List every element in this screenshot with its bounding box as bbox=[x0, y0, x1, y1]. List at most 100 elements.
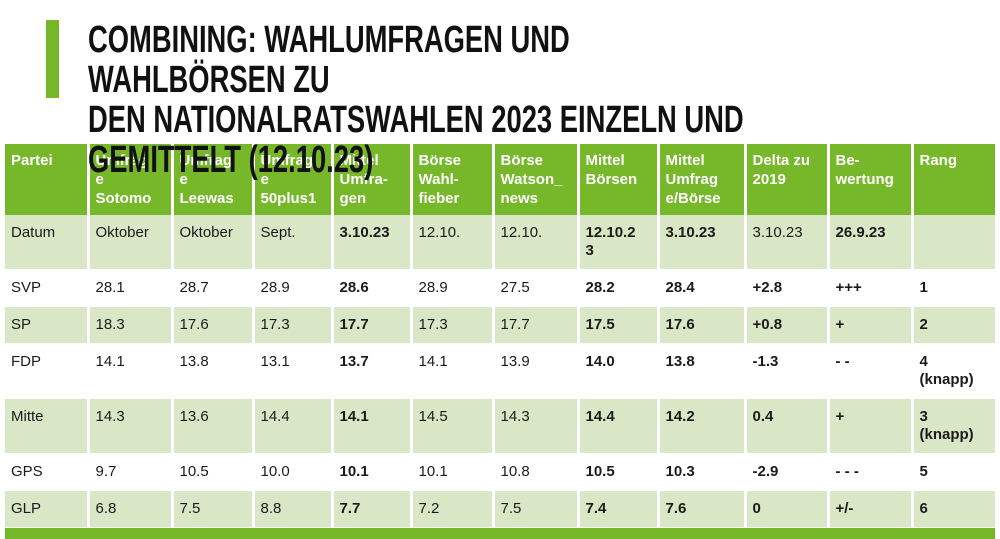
table-cell: 7.6 bbox=[656, 490, 745, 528]
table-cell: 14.4 bbox=[576, 398, 658, 454]
table-cell: 6.8 bbox=[86, 490, 172, 528]
table-cell: 17.3 bbox=[251, 306, 332, 344]
table-cell: 28.1 bbox=[86, 269, 172, 307]
table-cell: 6 bbox=[910, 490, 995, 528]
table-cell: 28.6 bbox=[330, 269, 411, 307]
table-cell: 14.0 bbox=[576, 343, 658, 399]
table-cell: 14.2 bbox=[656, 398, 745, 454]
table-cell: 10.3 bbox=[656, 453, 745, 491]
column-header: Börse Wahl- fieber bbox=[409, 144, 493, 215]
table-cell: 14.4 bbox=[251, 398, 332, 454]
column-header: Partei bbox=[5, 144, 88, 215]
table-cell: +0.8 bbox=[743, 306, 828, 344]
table-cell: 14.3 bbox=[86, 398, 172, 454]
table-cell: 17.7 bbox=[330, 306, 411, 344]
table-row: FDP 14.1 13.8 13.1 13.7 14.1 13.9 14.0 13.8 -1.3-… bbox=[5, 343, 995, 399]
table-cell: +++ bbox=[826, 269, 912, 307]
table-cell: 8.8 bbox=[251, 490, 332, 528]
table-cell: 26.9.23 bbox=[826, 215, 912, 270]
table-cell: 7.5 bbox=[491, 490, 578, 528]
column-header: Be- wertung bbox=[826, 144, 912, 215]
table-cell: 10.0 bbox=[251, 453, 332, 491]
table-header: Partei Umfrag e Sotomo Umfrag e Leewas Umfr… bbox=[5, 144, 995, 215]
column-header: Mittel Börsen bbox=[576, 144, 658, 215]
table-row: SVP 28.1 28.7 28.9 28.6 28.9 27.5 28.2 28.4 +2.8 +… bbox=[5, 269, 995, 307]
column-header: Mittel Umfrag e/Börse bbox=[656, 144, 745, 215]
party-cell: SP bbox=[5, 306, 88, 344]
table-cell: +2.8 bbox=[743, 269, 828, 307]
table-body: Datum Oktober Oktober Sept. 3.10.23 12.10. 12.… bbox=[5, 215, 995, 528]
table-cell: 7.7 bbox=[330, 490, 411, 528]
column-header: Börse Watson_ news bbox=[491, 144, 578, 215]
table-cell: Sept. bbox=[251, 215, 332, 270]
table-cell: 10.1 bbox=[409, 453, 493, 491]
table-cell: -1.3 bbox=[743, 343, 828, 399]
results-table: Partei Umfrag e Sotomo Umfrag e Leewas Umfr… bbox=[5, 144, 995, 528]
title-block: COMBINING: WAHLUMFRAGEN UND WAHLBÖRSEN Z… bbox=[46, 20, 1000, 180]
table-cell: 13.8 bbox=[656, 343, 745, 399]
column-header: Umfrag e Leewas bbox=[170, 144, 253, 215]
table-cell: 28.7 bbox=[170, 269, 253, 307]
table-cell: 9.7 bbox=[86, 453, 172, 491]
table-cell: + bbox=[826, 306, 912, 344]
table-cell: 14.1 bbox=[330, 398, 411, 454]
table-cell: 12.10. bbox=[491, 215, 578, 270]
table-cell: 10.5 bbox=[170, 453, 253, 491]
table-cell: 3 (knapp) bbox=[910, 398, 995, 454]
header-row: Partei Umfrag e Sotomo Umfrag e Leewas Umfr… bbox=[5, 144, 995, 215]
table-cell: 28.9 bbox=[409, 269, 493, 307]
table-cell: 13.6 bbox=[170, 398, 253, 454]
table-cell: 28.2 bbox=[576, 269, 658, 307]
party-cell: GPS bbox=[5, 453, 88, 491]
table-cell: 12.10. bbox=[409, 215, 493, 270]
table-cell: 12.10.2 3 bbox=[576, 215, 658, 270]
table-cell: 1 bbox=[910, 269, 995, 307]
table-cell: 14.3 bbox=[491, 398, 578, 454]
table-cell: 14.1 bbox=[86, 343, 172, 399]
table-cell: 13.8 bbox=[170, 343, 253, 399]
table-cell: Oktober bbox=[86, 215, 172, 270]
table-cell: 0.4 bbox=[743, 398, 828, 454]
table-row: Mitte 14.3 13.6 14.4 14.1 14.5 14.3 14.4 14.2 0.4… bbox=[5, 398, 995, 454]
table-cell: 7.2 bbox=[409, 490, 493, 528]
column-header: Umfrag e 50plus1 bbox=[251, 144, 332, 215]
table-cell: 17.3 bbox=[409, 306, 493, 344]
table-cell: 18.3 bbox=[86, 306, 172, 344]
party-cell: Mitte bbox=[5, 398, 88, 454]
table-cell: 7.5 bbox=[170, 490, 253, 528]
party-cell: Datum bbox=[5, 215, 88, 270]
table-bottom-strip bbox=[5, 528, 995, 539]
table-cell bbox=[910, 215, 995, 270]
table-cell: -2.9 bbox=[743, 453, 828, 491]
table-cell: 3.10.23 bbox=[743, 215, 828, 270]
table-cell: 10.1 bbox=[330, 453, 411, 491]
table-cell: 13.9 bbox=[491, 343, 578, 399]
table-row: Datum Oktober Oktober Sept. 3.10.23 12.10. 12.… bbox=[5, 215, 995, 270]
table-cell: 14.1 bbox=[409, 343, 493, 399]
table-cell: 17.5 bbox=[576, 306, 658, 344]
table-row: SP 18.3 17.6 17.3 17.7 17.3 17.7 17.5 17.6 +0.8 +2 bbox=[5, 306, 995, 344]
page-title: COMBINING: WAHLUMFRAGEN UND WAHLBÖRSEN Z… bbox=[88, 19, 744, 181]
table-cell: 4 (knapp) bbox=[910, 343, 995, 399]
table-cell: 3.10.23 bbox=[330, 215, 411, 270]
table-cell: 28.4 bbox=[656, 269, 745, 307]
party-cell: SVP bbox=[5, 269, 88, 307]
table-cell: 28.9 bbox=[251, 269, 332, 307]
table-cell: +/- bbox=[826, 490, 912, 528]
column-header: Mittel Umfra- gen bbox=[330, 144, 411, 215]
title-accent-bar bbox=[46, 20, 59, 98]
table-row: GPS 9.7 10.5 10.0 10.1 10.1 10.8 10.5 10.3 -2.9- … bbox=[5, 453, 995, 491]
column-header: Delta zu 2019 bbox=[743, 144, 828, 215]
table-cell: + bbox=[826, 398, 912, 454]
table-cell: 7.4 bbox=[576, 490, 658, 528]
table-cell: 3.10.23 bbox=[656, 215, 745, 270]
table-cell: 13.7 bbox=[330, 343, 411, 399]
column-header: Umfrag e Sotomo bbox=[86, 144, 172, 215]
table-cell: 0 bbox=[743, 490, 828, 528]
party-cell: GLP bbox=[5, 490, 88, 528]
table-cell: 5 bbox=[910, 453, 995, 491]
table-row: GLP 6.8 7.5 8.8 7.7 7.2 7.5 7.4 7.6 0 +/- 6 bbox=[5, 490, 995, 528]
table-cell: 14.5 bbox=[409, 398, 493, 454]
table-cell: 17.6 bbox=[170, 306, 253, 344]
